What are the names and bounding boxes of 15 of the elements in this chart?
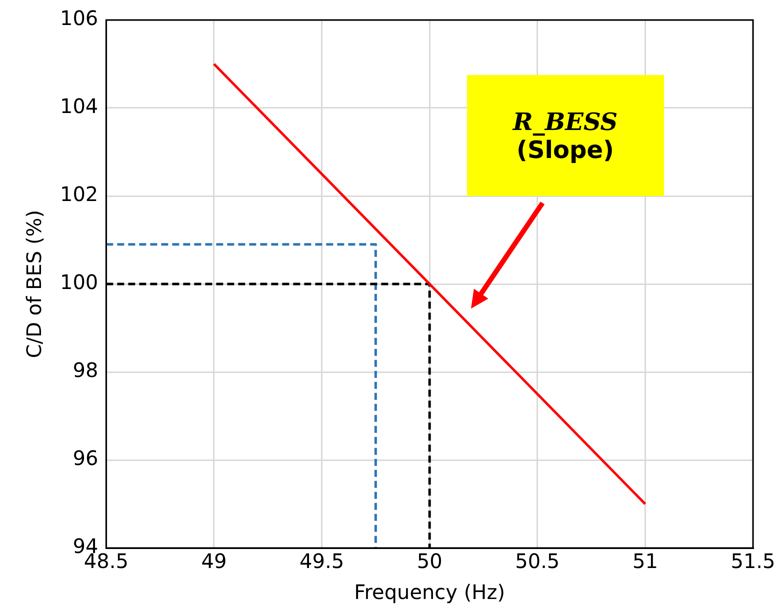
x-tick-label: 51.5 bbox=[730, 549, 776, 574]
y-axis-title: C/D of BES (%) bbox=[22, 210, 46, 358]
x-tick-label: 51 bbox=[632, 549, 658, 574]
y-tick-label: 106 bbox=[60, 6, 98, 30]
y-tick-label: 96 bbox=[72, 446, 98, 470]
y-tick-label: 100 bbox=[60, 270, 98, 294]
x-axis-title: Frequency (Hz) bbox=[354, 580, 505, 604]
x-tick-label: 50 bbox=[416, 549, 442, 574]
y-tick-label: 98 bbox=[72, 358, 98, 382]
x-tick-label: 49.5 bbox=[300, 549, 344, 574]
y-tick-label: 104 bbox=[60, 94, 98, 118]
annotation: R_BESS (Slope) bbox=[512, 107, 618, 164]
x-tick-label: 49 bbox=[201, 549, 227, 574]
y-tick-label: 102 bbox=[60, 182, 98, 206]
x-tick-label: 50.5 bbox=[515, 549, 560, 574]
